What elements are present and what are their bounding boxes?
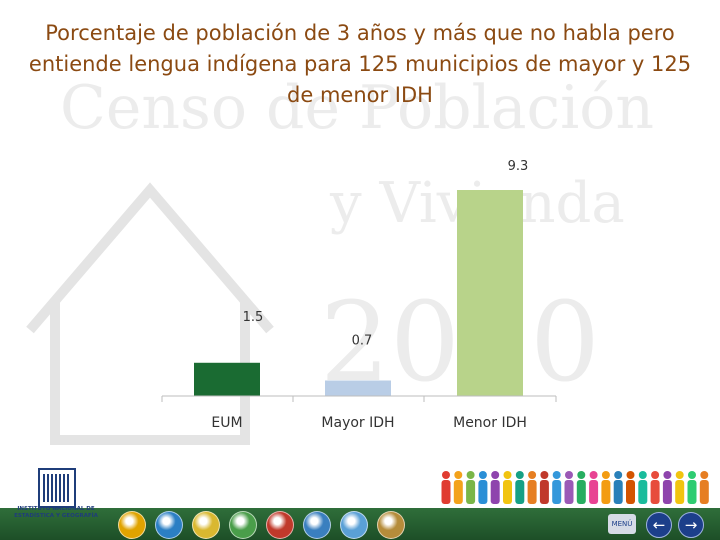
inegi-logo-text: INSTITUTO NACIONAL DE ESTADÍSTICA Y GEOG… xyxy=(14,506,98,519)
person-figure xyxy=(527,471,537,504)
person-figure xyxy=(576,471,586,504)
person-figure xyxy=(589,471,599,504)
person-figure xyxy=(699,471,709,504)
person-figure xyxy=(564,471,574,504)
inegi-logo-icon xyxy=(38,468,76,508)
arrow-left-icon[interactable]: ← xyxy=(646,512,672,538)
person-figure xyxy=(466,471,476,504)
person-figure xyxy=(626,471,635,504)
person-figure xyxy=(601,471,611,504)
data-label: 1.5 xyxy=(243,310,264,325)
person-figure xyxy=(503,471,512,504)
category-label: Menor IDH xyxy=(453,415,527,431)
person-figure xyxy=(539,471,549,504)
person-figure xyxy=(552,471,562,504)
menu-button[interactable]: MENÚ xyxy=(608,514,636,534)
person-figure xyxy=(687,471,697,504)
chart-title: Porcentaje de población de 3 años y más … xyxy=(28,21,692,107)
people-icon[interactable] xyxy=(118,511,146,539)
person-figure xyxy=(675,471,685,504)
people-strip-icon xyxy=(441,471,709,504)
bar-mayor-idh xyxy=(325,380,391,396)
arrow-right-icon[interactable]: → xyxy=(678,512,704,538)
document-icon[interactable] xyxy=(377,511,405,539)
person-figure xyxy=(638,471,648,504)
water-icon[interactable] xyxy=(155,511,183,539)
person-figure xyxy=(662,471,672,504)
category-label: EUM xyxy=(211,415,242,431)
house-icon[interactable] xyxy=(266,511,294,539)
globe-icon[interactable] xyxy=(340,511,368,539)
data-label: 0.7 xyxy=(352,333,373,348)
group-icon[interactable] xyxy=(192,511,220,539)
person-figure xyxy=(478,471,488,504)
bar-menor-idh xyxy=(457,190,523,396)
person-figure xyxy=(490,471,500,504)
bar-eum xyxy=(194,362,260,396)
category-label: Mayor IDH xyxy=(321,415,394,431)
person-figure xyxy=(650,471,660,504)
data-label: 9.3 xyxy=(508,159,529,174)
person-figure xyxy=(441,471,451,504)
building-icon[interactable] xyxy=(303,511,331,539)
person-figure xyxy=(515,471,525,504)
inegi-logo: INSTITUTO NACIONAL DE ESTADÍSTICA Y GEOG… xyxy=(10,468,102,534)
person-icon[interactable] xyxy=(229,511,257,539)
person-figure xyxy=(453,471,463,504)
topic-icon-bar xyxy=(118,511,405,539)
person-figure xyxy=(613,471,623,504)
